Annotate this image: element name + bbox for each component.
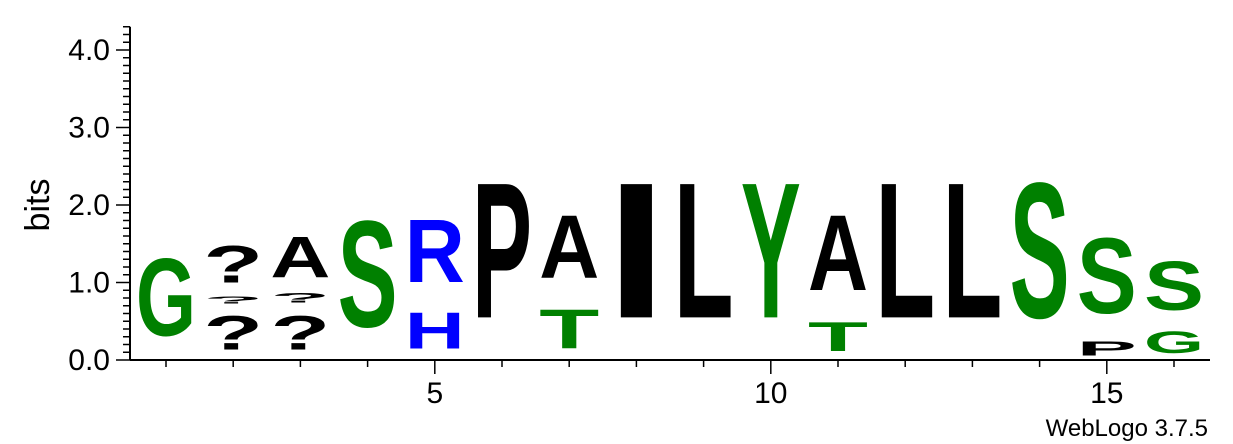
stack-position-13: L bbox=[942, 142, 1002, 359]
logo-letter: P bbox=[1077, 337, 1137, 360]
logo-letter: L bbox=[674, 142, 734, 359]
stack-position-4: S bbox=[338, 190, 398, 359]
stack-position-15: PS bbox=[1077, 216, 1137, 360]
stack-position-3: ??A bbox=[270, 225, 330, 360]
stack-position-6: P bbox=[472, 143, 532, 360]
y-tick-label: 1.0 bbox=[68, 267, 110, 300]
logo-letter: G bbox=[136, 237, 196, 360]
y-tick-label: 2.0 bbox=[68, 189, 110, 222]
logo-letter: T bbox=[539, 298, 599, 360]
y-tick-label: 3.0 bbox=[68, 112, 110, 145]
y-axis: 0.0 1.0 2.0 3.0 4.0 bbox=[68, 26, 131, 377]
x-tick-label: 5 bbox=[426, 377, 443, 410]
logo-letter: S bbox=[1144, 248, 1204, 326]
logo-letter: L bbox=[875, 142, 935, 359]
stack-position-7: TA bbox=[539, 198, 599, 359]
x-tick-label: 10 bbox=[754, 377, 787, 410]
logo-letter: ? bbox=[203, 294, 263, 306]
logo-letter: L bbox=[942, 142, 1002, 359]
stack-position-8: I bbox=[606, 143, 666, 359]
logo-letter: A bbox=[270, 225, 330, 290]
logo-letter: S bbox=[1077, 216, 1137, 336]
weblogo-credit: WebLogo 3.7.5 bbox=[1046, 415, 1208, 442]
logo-letter: Y bbox=[741, 143, 801, 360]
logo-letter: ? bbox=[203, 234, 263, 294]
logo-letter: R bbox=[405, 202, 465, 302]
logo-letter: H bbox=[405, 301, 465, 359]
stack-position-11: TA bbox=[808, 194, 868, 360]
stack-position-9: L bbox=[674, 142, 734, 359]
logo-letter: A bbox=[539, 198, 599, 298]
logo-letter: S bbox=[338, 190, 398, 359]
logo-letter: G bbox=[1144, 326, 1204, 360]
stack-position-14: S bbox=[1010, 143, 1070, 360]
stack-position-5: HR bbox=[405, 202, 465, 360]
stack-position-1: G bbox=[136, 237, 196, 360]
logo-letter: ? bbox=[270, 306, 330, 360]
logo-letter: T bbox=[808, 313, 868, 359]
logo-letter: I bbox=[606, 143, 666, 359]
x-axis: 5 10 15 bbox=[130, 359, 1210, 410]
logo-letter: A bbox=[808, 194, 868, 314]
y-axis-label: bits bbox=[19, 179, 57, 232]
y-tick-label: 0.0 bbox=[68, 344, 110, 377]
stack-position-12: L bbox=[875, 142, 935, 359]
x-tick-label: 15 bbox=[1090, 377, 1123, 410]
logo-letter: P bbox=[472, 143, 532, 360]
stack-position-10: Y bbox=[741, 143, 801, 360]
stack-position-2: ??? bbox=[203, 234, 263, 360]
stack-position-16: GS bbox=[1144, 248, 1204, 360]
y-tick-label: 4.0 bbox=[68, 34, 110, 67]
logo-letter: ? bbox=[203, 306, 263, 360]
logo-letter: S bbox=[1010, 143, 1070, 360]
logo-letter: ? bbox=[270, 290, 330, 305]
